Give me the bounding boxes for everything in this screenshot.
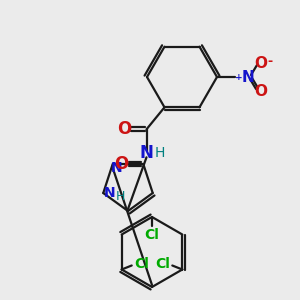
- Text: H: H: [154, 146, 165, 160]
- Text: O: O: [254, 83, 268, 98]
- Text: O: O: [117, 120, 132, 138]
- Text: N: N: [242, 70, 254, 85]
- Text: O: O: [114, 155, 128, 173]
- Text: Cl: Cl: [155, 256, 170, 271]
- Text: N: N: [111, 161, 122, 175]
- Text: Cl: Cl: [134, 256, 149, 271]
- Text: H: H: [116, 190, 125, 202]
- Text: O: O: [254, 56, 268, 70]
- Text: -: -: [267, 56, 273, 68]
- Text: N: N: [140, 144, 153, 162]
- Text: Cl: Cl: [145, 228, 159, 242]
- Text: N: N: [103, 186, 115, 200]
- Text: +: +: [235, 73, 243, 82]
